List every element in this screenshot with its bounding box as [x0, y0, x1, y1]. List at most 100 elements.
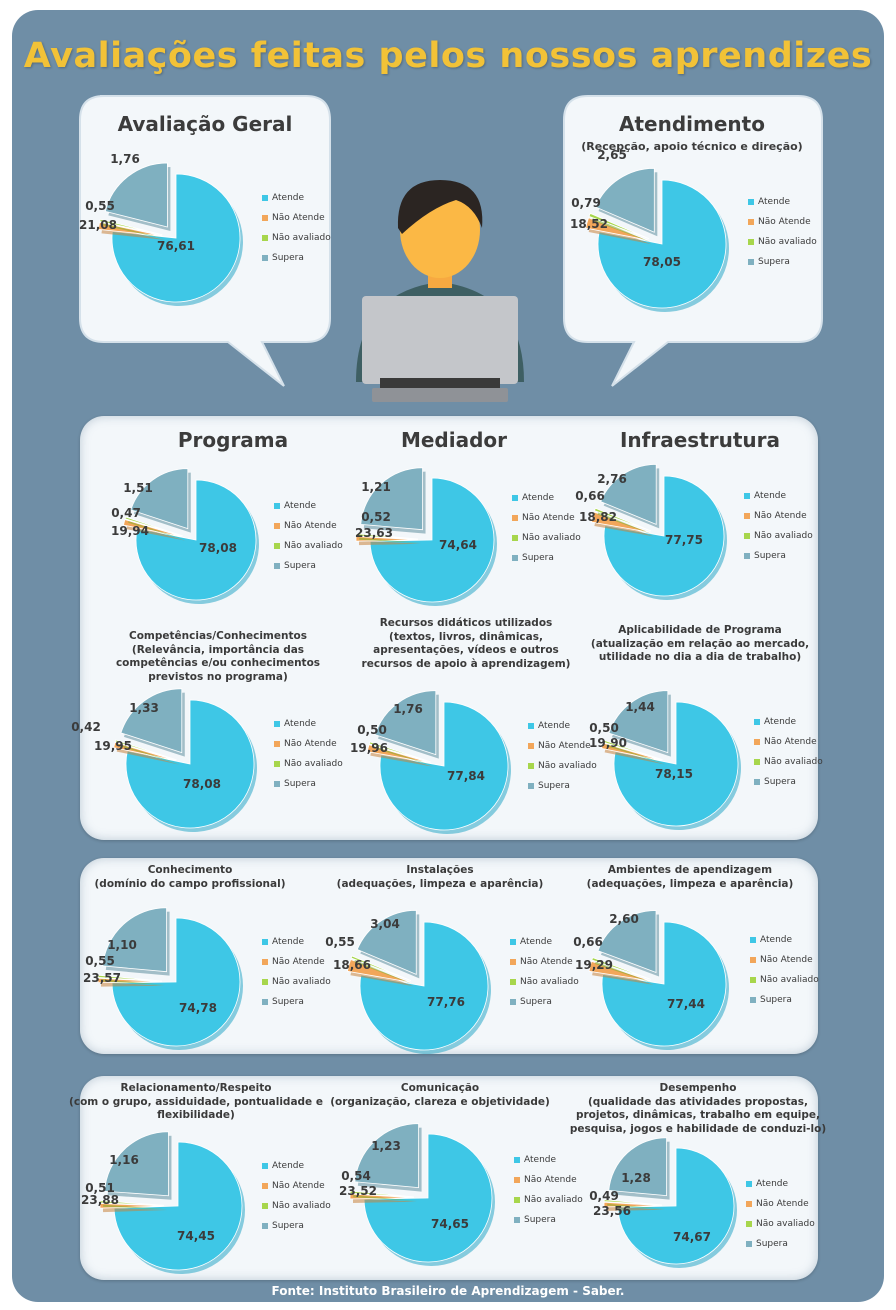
slice-label-nao-atende: 1,76 [110, 152, 140, 166]
legend-swatch [746, 1221, 752, 1227]
pie-slice-nao-avaliado [593, 507, 652, 532]
pie-slice-supera [104, 162, 168, 228]
legend-label: Supera [754, 551, 786, 561]
pie-slice-shadow-nao-avaliado [101, 979, 166, 985]
pie-slice-atende [135, 479, 257, 601]
legend-label: Não avaliado [272, 1201, 331, 1211]
legend-swatch [744, 513, 750, 519]
legend-item-nao-avaliado: Não avaliado [510, 972, 579, 992]
pie-slice-shadow-nao-avaliado [606, 744, 666, 764]
pie-slice-supera [600, 463, 657, 525]
legend-label: Atende [756, 1179, 789, 1189]
legend-item-atende: Atende [754, 712, 823, 732]
pie-slice-atende [601, 921, 727, 1047]
chart-title-competencias: Competências/Conhecimentos (Relevância, i… [98, 630, 338, 684]
pie-chart-avaliacao-geral [98, 162, 243, 306]
legend-label: Supera [520, 997, 552, 1007]
legend-infraestrutura: Atende Não Atende Não avaliado Supera [744, 486, 813, 566]
slice-label-nao-atende: 1,16 [109, 1153, 139, 1167]
legend-label: Atende [272, 193, 305, 203]
slice-label-atende: 77,75 [665, 533, 703, 547]
pie-slice-shadow-nao-atende [607, 1206, 666, 1211]
pie-chart-programa [123, 468, 259, 604]
legend-label: Atende [272, 1161, 305, 1171]
chart-subtitle: (atualização em relação ao mercado, util… [590, 637, 810, 664]
legend-item-atende: Atende [748, 192, 817, 212]
legend-item-nao-avaliado: Não avaliado [262, 228, 331, 248]
legend-item-supera: Supera [262, 992, 331, 1012]
legend-swatch [262, 1203, 268, 1209]
legend-swatch [262, 939, 268, 945]
chart-title-recursos: Recursos didáticos utilizados (textos, li… [346, 617, 586, 671]
legend-swatch [262, 235, 268, 241]
legend-item-supera: Supera [512, 548, 581, 568]
chart-subtitle: (adequações, limpeza e aparência) [336, 877, 544, 890]
legend-label: Atende [284, 719, 317, 729]
slice-label-nao-atende: 3,04 [370, 917, 400, 931]
legend-label: Não avaliado [272, 977, 331, 987]
slice-label-supera: 19,95 [94, 739, 132, 753]
chart-title-atendimento: Atendimento (Recepção, apoio técnico e di… [562, 112, 822, 154]
legend-label: Atende [754, 491, 787, 501]
pie-slice-nao-avaliado [99, 218, 163, 236]
pie-slice-atende [359, 921, 489, 1051]
legend-label: Não Atende [284, 521, 337, 531]
legend-item-nao-atende: Não Atende [746, 1194, 815, 1214]
pie-slice-shadow-nao-avaliado [592, 217, 653, 243]
slice-label-nao-avaliado: 0,66 [573, 935, 603, 949]
legend-item-supera: Supera [746, 1234, 815, 1254]
chart-title-main: Conhecimento [147, 864, 233, 876]
chart-title-main: Recursos didáticos utilizados [379, 617, 553, 629]
legend-label: Não avaliado [284, 759, 343, 769]
pie-chart-desempenho [603, 1137, 737, 1268]
legend-ambientes: Atende Não Atende Não avaliado Supera [750, 930, 819, 1010]
pie-slice-nao-atende [123, 519, 183, 538]
legend-item-nao-atende: Não Atende [274, 516, 343, 536]
pie-slice-shadow-nao-avaliado [372, 745, 434, 766]
slice-label-nao-avaliado: 0,42 [71, 720, 101, 734]
pie-slice-nao-avaliado [124, 516, 183, 537]
legend-label: Não avaliado [754, 531, 813, 541]
legend-item-nao-avaliado: Não avaliado [528, 756, 597, 776]
legend-swatch [274, 781, 280, 787]
legend-swatch [262, 215, 268, 221]
pie-chart-comunicacao [349, 1123, 495, 1266]
pie-chart-relacionamento [99, 1131, 245, 1274]
legend-swatch [512, 495, 518, 501]
slice-label-nao-avaliado: 0,47 [111, 506, 141, 520]
legend-swatch [754, 759, 760, 765]
legend-item-atende: Atende [528, 716, 597, 736]
legend-programa: Atende Não Atende Não avaliado Supera [274, 496, 343, 576]
legend-relacionamento: Atende Não Atende Não avaliado Supera [262, 1156, 331, 1236]
pie-slice-shadow-nao-avaliado [128, 521, 186, 540]
legend-swatch [748, 239, 754, 245]
chart-title-main: Programa [177, 428, 289, 452]
legend-label: Atende [520, 937, 553, 947]
pie-slice-shadow-nao-atende [353, 1198, 418, 1203]
pie-slice-atende [113, 1141, 243, 1271]
pie-chart-ambientes [588, 910, 729, 1050]
slice-label-nao-atende: 1,51 [123, 481, 153, 495]
slice-label-nao-avaliado: 0,49 [589, 1189, 619, 1203]
pie-slice-shadow-nao-atende [359, 540, 422, 546]
slice-label-supera: 19,94 [111, 524, 149, 538]
pie-slice-shadow-nao-avaliado [353, 1195, 418, 1201]
slice-label-supera: 19,90 [589, 736, 627, 750]
legend-swatch [754, 779, 760, 785]
pie-slice-supera [104, 1131, 169, 1197]
slice-label-supera: 21,08 [79, 218, 117, 232]
user-laptop-icon [356, 180, 524, 402]
pie-chart-mediador [355, 467, 497, 606]
legend-swatch [744, 533, 750, 539]
legend-swatch [750, 977, 756, 983]
slice-label-nao-atende: 2,60 [609, 912, 639, 926]
legend-swatch [274, 761, 280, 767]
chart-title-main: Aplicabilidade de Programa [618, 624, 782, 636]
chart-subtitle: (adequações, limpeza e aparência) [586, 877, 794, 890]
legend-item-nao-avaliado: Não avaliado [744, 526, 813, 546]
legend-label: Não avaliado [760, 975, 819, 985]
legend-item-nao-avaliado: Não avaliado [754, 752, 823, 772]
slice-label-atende: 78,08 [199, 541, 237, 555]
legend-item-atende: Atende [750, 930, 819, 950]
legend-swatch [262, 195, 268, 201]
